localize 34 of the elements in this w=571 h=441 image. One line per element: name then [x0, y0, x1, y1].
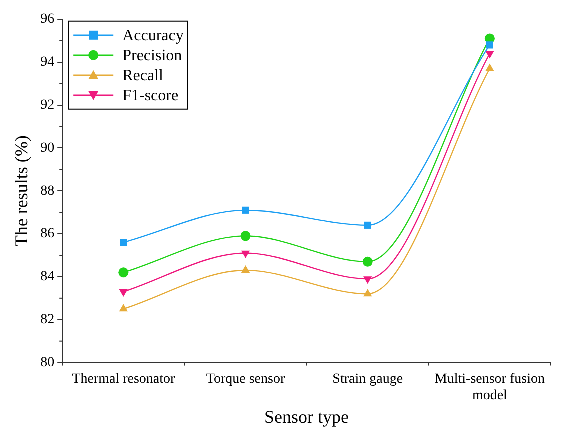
point — [241, 266, 250, 274]
point — [364, 289, 372, 297]
y-tick-label: 90 — [40, 140, 55, 156]
y-tick-label: 86 — [40, 226, 55, 242]
y-tick-label: 94 — [40, 54, 55, 70]
point — [362, 256, 373, 267]
point — [241, 250, 250, 258]
legend-label: F1-score — [122, 88, 179, 105]
point — [486, 42, 494, 49]
point — [119, 304, 128, 312]
point — [120, 239, 128, 246]
point — [486, 51, 494, 59]
x-tick-label: Torque sensor — [206, 372, 286, 387]
point — [364, 276, 372, 284]
legend-label: Recall — [122, 68, 164, 85]
legend-label: Precision — [122, 48, 182, 65]
point — [486, 64, 494, 72]
point — [242, 206, 250, 214]
point — [364, 222, 372, 229]
point — [119, 289, 128, 297]
x-tick-label: Strain gauge — [332, 372, 404, 387]
y-axis-title: The results (%) — [12, 136, 32, 247]
y-tick-label: 96 — [40, 12, 55, 28]
x-tick-label: Thermal resonator — [72, 372, 176, 387]
y-tick-label: 84 — [40, 270, 55, 285]
point — [240, 231, 251, 242]
y-tick-label: 80 — [40, 355, 55, 370]
x-tick-label: Multi-sensor fusion model — [434, 372, 545, 404]
y-tick-label: 88 — [40, 184, 55, 199]
x-axis-title: Sensor type — [264, 406, 350, 427]
y-tick-label: 82 — [40, 312, 55, 328]
legend-label: Accuracy — [122, 28, 184, 45]
point — [118, 268, 129, 278]
y-tick-label: 92 — [40, 98, 55, 113]
